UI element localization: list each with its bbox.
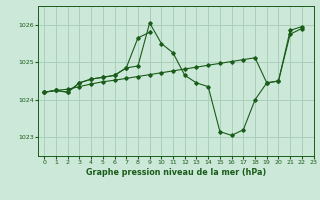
X-axis label: Graphe pression niveau de la mer (hPa): Graphe pression niveau de la mer (hPa) <box>86 168 266 177</box>
